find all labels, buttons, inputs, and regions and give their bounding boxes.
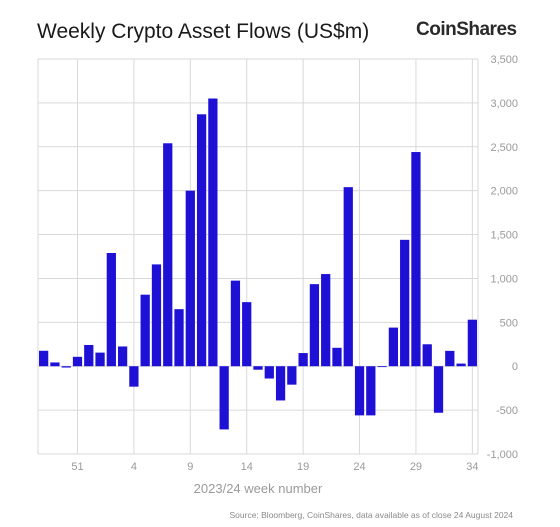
bar-week-20: [309, 284, 320, 367]
grid-lines: [37, 58, 479, 455]
bar-week-34: [467, 319, 477, 367]
coinshares-logo: CoinShares: [416, 19, 517, 40]
y-tick-label: 0: [512, 361, 518, 373]
x-tick-label: 34: [466, 461, 478, 473]
y-tick-label: 2,000: [490, 186, 518, 198]
bars: [39, 98, 477, 430]
y-tick-label: -1,000: [487, 449, 518, 461]
bar-week-13: [230, 280, 241, 367]
bar-week-33: [456, 363, 466, 367]
x-tick-label: 51: [71, 461, 83, 473]
bar-week-10: [196, 114, 207, 367]
y-tick-label: 500: [500, 317, 518, 329]
x-tick-label: 29: [410, 461, 422, 473]
bar-week-32: [445, 350, 455, 367]
bar-week-1: [95, 352, 105, 367]
bar-week-14: [242, 302, 252, 367]
bar-week-5: [140, 294, 150, 367]
x-tick-label: 4: [131, 461, 137, 473]
bar-week-16: [264, 366, 274, 379]
x-axis-label: 2023/24 week number: [193, 481, 323, 496]
bar-week-29: [411, 152, 421, 367]
chart-title: Weekly Crypto Asset Flows (US$m): [37, 20, 370, 43]
x-tick-label: 19: [297, 461, 309, 473]
bar-week-28: [400, 239, 410, 367]
x-tick-label: 14: [241, 461, 253, 473]
bar-week-18: [287, 366, 297, 385]
y-tick-label: 1,500: [490, 230, 518, 242]
x-axis-ticks: 51 4 9 14 19 24 29 34: [71, 461, 478, 473]
bar-week-50: [61, 366, 71, 368]
y-tick-label: 2,500: [490, 142, 518, 154]
bar-week-15: [253, 366, 263, 370]
bar-week-3: [117, 346, 128, 367]
x-tick-label: 24: [353, 461, 365, 473]
bar-week-8: [174, 309, 184, 367]
bar-week-31: [433, 366, 444, 413]
bar-week-2: [106, 252, 116, 367]
bar-week-4: [129, 366, 139, 387]
source-note: Source: Bloomberg, CoinShares, data avai…: [229, 510, 513, 520]
y-tick-label: 3,500: [490, 54, 518, 66]
bar-week-27: [388, 327, 399, 367]
bar-week-26: [377, 366, 387, 368]
bar-week-30: [422, 344, 432, 367]
bar-week-21: [321, 274, 331, 367]
bar-week-19: [298, 353, 308, 367]
x-tick-label: 9: [187, 461, 193, 473]
bar-week-51: [72, 356, 83, 367]
bar-week-7: [163, 143, 173, 367]
bar-week-52: [84, 344, 94, 367]
bar-week-11: [208, 98, 218, 367]
bar-week-23: [343, 187, 353, 367]
y-tick-label: 3,000: [490, 98, 518, 110]
bar-week-24: [354, 366, 365, 416]
y-tick-label: -500: [496, 405, 518, 417]
bar-week-17: [275, 366, 286, 401]
bar-week-25: [366, 366, 376, 416]
bar-week-9: [185, 190, 195, 367]
bar-week-48: [39, 350, 49, 367]
y-tick-label: 1,000: [490, 273, 518, 285]
bar-week-49: [50, 362, 60, 367]
bar-week-12: [219, 366, 229, 430]
y-axis-ticks: -1,000 -500 0 500 1,000 1,500 2,000 2,500 3,000 3…: [487, 54, 518, 461]
bar-week-22: [332, 347, 342, 367]
bar-week-6: [151, 264, 162, 367]
